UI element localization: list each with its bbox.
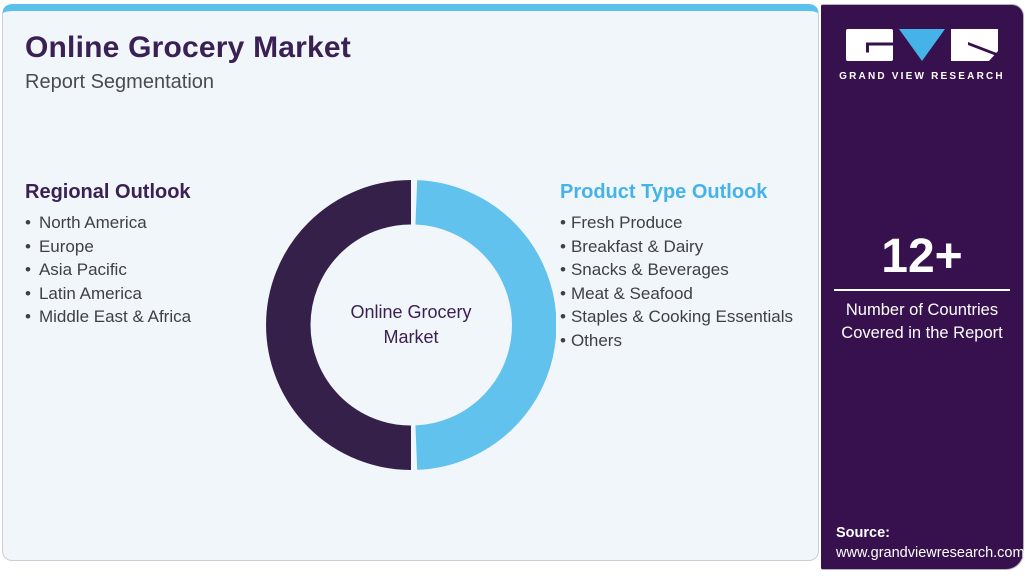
product-type-outlook-section: Product Type Outlook Fresh Produce Break… [560, 181, 835, 352]
list-item: Meat & Seafood [560, 282, 835, 306]
product-type-outlook-heading: Product Type Outlook [560, 181, 768, 203]
donut-chart: Online Grocery Market [266, 180, 556, 470]
donut-segment-product-type [414, 180, 556, 470]
list-item: Asia Pacific [25, 258, 275, 282]
stat-label-line2: Covered in the Report [841, 323, 1003, 342]
list-item: Europe [25, 235, 275, 259]
gvr-logo-icon [846, 29, 998, 61]
donut-segment-regional [266, 180, 412, 470]
product-type-outlook-list: Fresh Produce Breakfast & Dairy Snacks &… [560, 211, 835, 352]
list-item: Fresh Produce [560, 211, 835, 235]
regional-outlook-heading: Regional Outlook [25, 181, 191, 203]
page-title: Online Grocery Market [25, 31, 351, 64]
donut-chart-svg [266, 180, 556, 470]
list-item: North America [25, 211, 275, 235]
page-subtitle: Report Segmentation [25, 71, 215, 93]
list-item: Latin America [25, 282, 275, 306]
source-url: www.grandviewresearch.com [836, 545, 1025, 561]
brand-name: GRAND VIEW RESEARCH [839, 71, 1005, 82]
list-item: Snacks & Beverages [560, 258, 835, 282]
logo-letter-r [951, 29, 998, 61]
main-card: Online Grocery Market Report Segmentatio… [2, 4, 819, 561]
regional-outlook-section: Regional Outlook North America Europe As… [25, 181, 275, 329]
brand-logo: GRAND VIEW RESEARCH [821, 29, 1023, 82]
logo-letter-v [899, 29, 945, 61]
list-item: Breakfast & Dairy [560, 235, 835, 259]
list-item: Staples & Cooking Essentials [560, 305, 835, 329]
stat-value: 12+ [881, 230, 963, 283]
regional-outlook-list: North America Europe Asia Pacific Latin … [25, 211, 275, 329]
header: Online Grocery Market Report Segmentatio… [25, 31, 351, 94]
stat-divider [834, 289, 1010, 291]
sidebar: GRAND VIEW RESEARCH 12+ Number of Countr… [821, 4, 1025, 570]
stat-label-line1: Number of Countries [845, 301, 999, 319]
list-item: Middle East & Africa [25, 305, 275, 329]
source-label: Source: [836, 525, 890, 541]
logo-letter-g [846, 29, 893, 61]
source-block: Source: www.grandviewresearch.com [836, 523, 1025, 563]
countries-stat: 12+ Number of Countries Covered in the R… [821, 231, 1023, 344]
donut-center-label: Online Grocery Market [350, 302, 472, 347]
list-item: Others [560, 329, 835, 353]
